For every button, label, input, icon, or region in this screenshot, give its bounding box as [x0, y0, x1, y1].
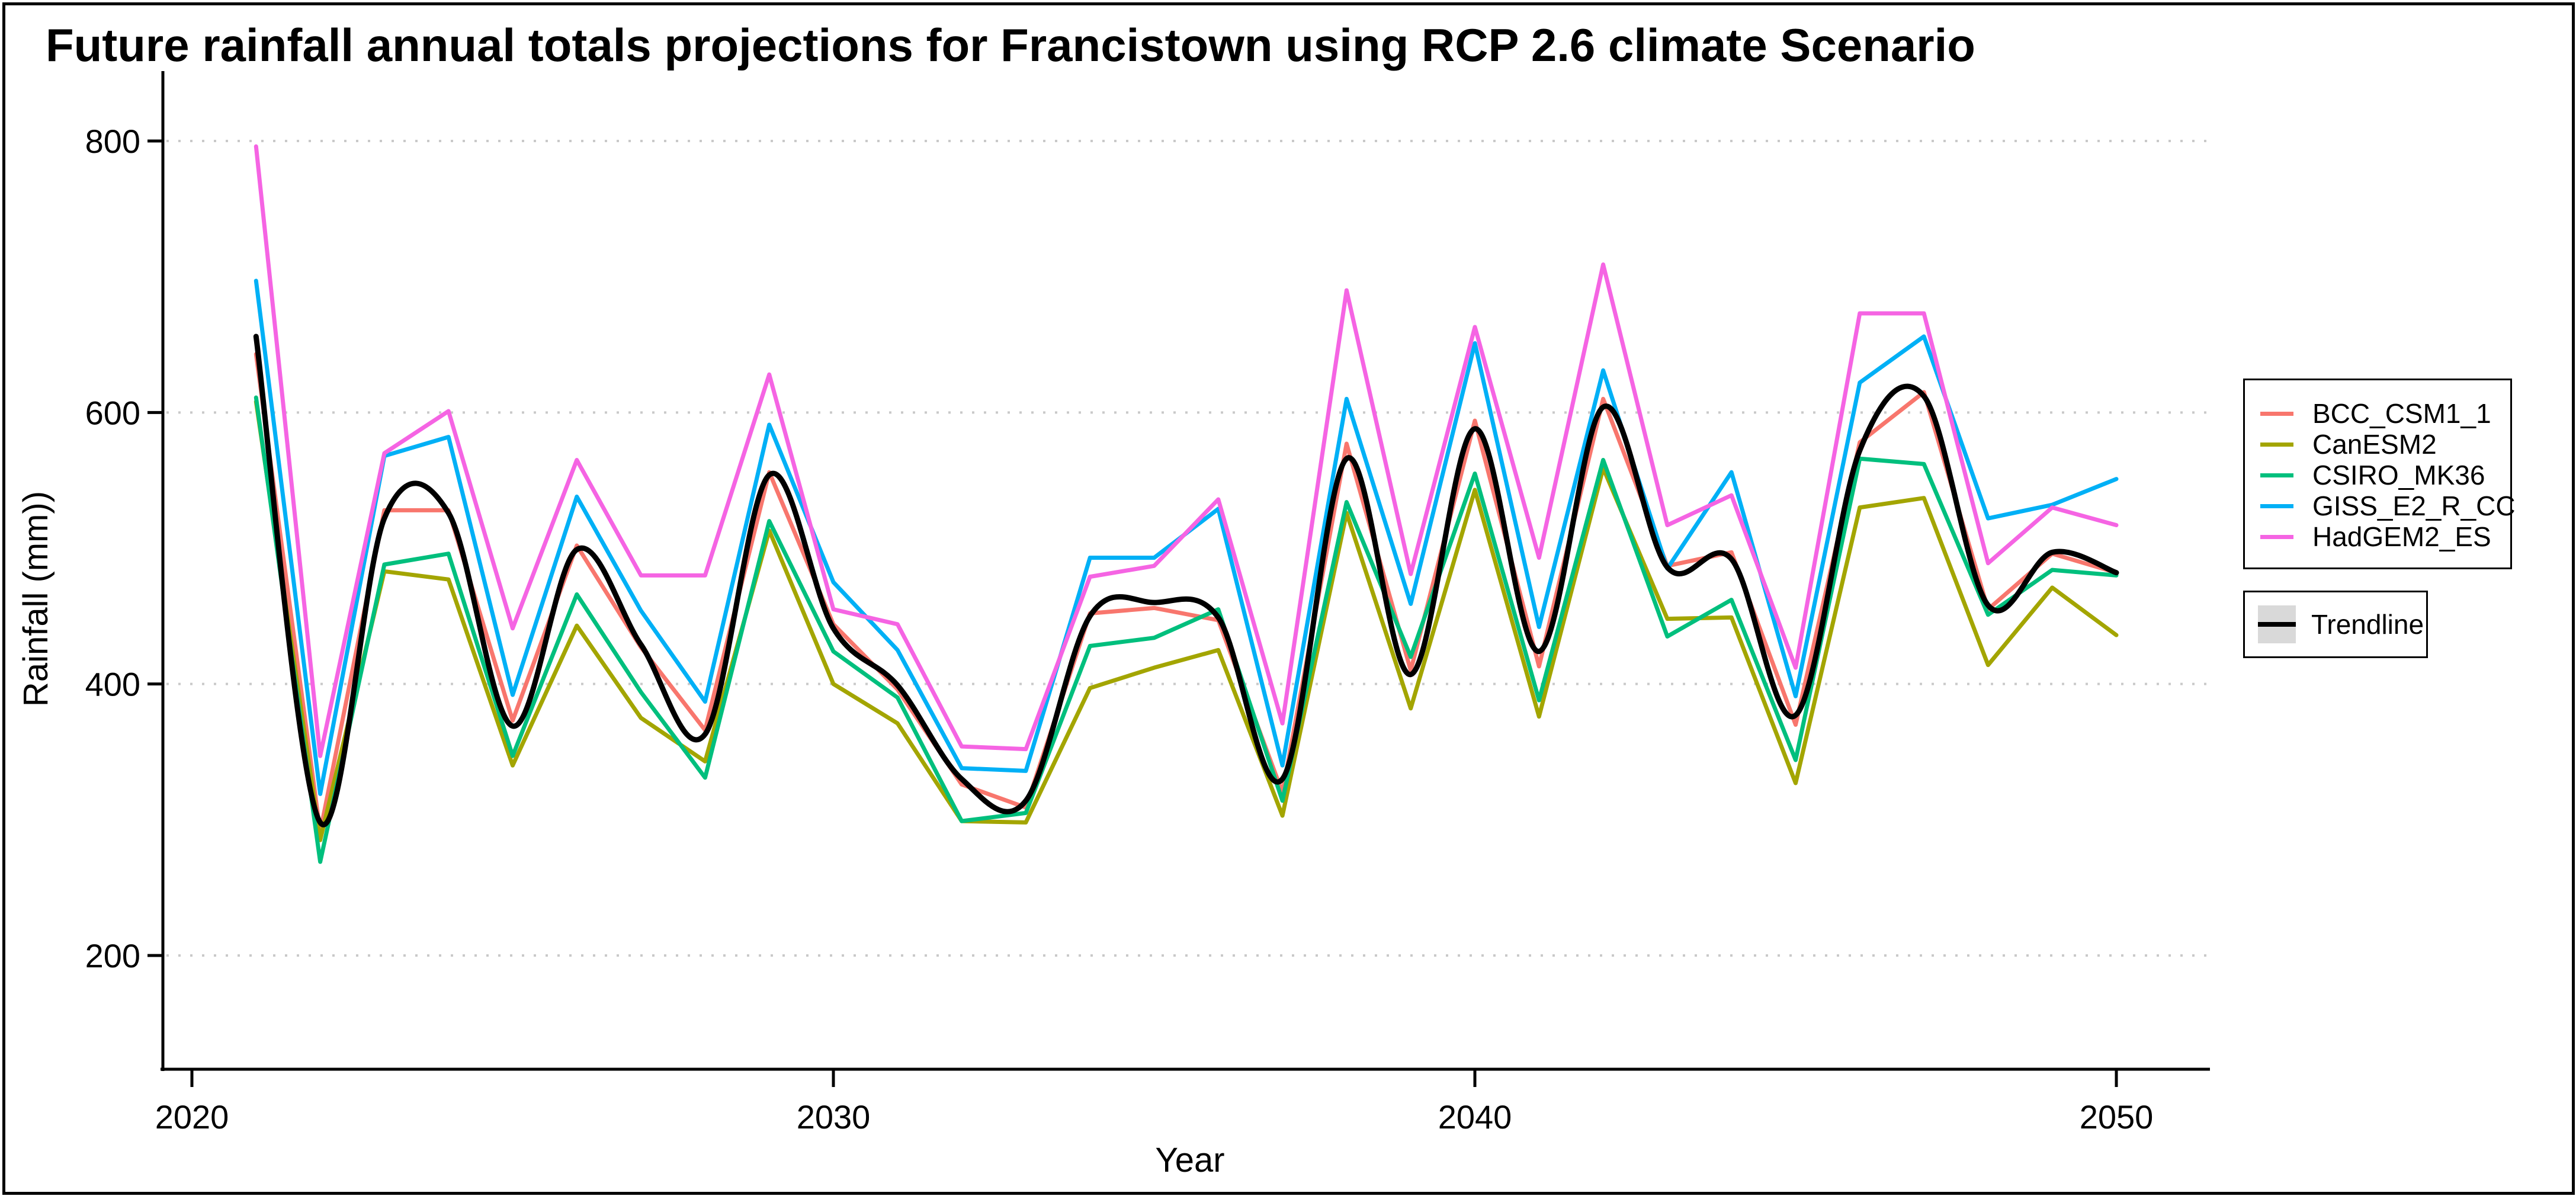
- legend-item-BCC_CSM1_1: BCC_CSM1_1: [2260, 398, 2510, 429]
- x-axis-title: Year: [1155, 1141, 1225, 1179]
- legend-label: HadGEM2_ES: [2312, 521, 2491, 552]
- page-title: Future rainfall annual totals projection…: [46, 19, 1975, 71]
- trendline-key-icon: [2258, 605, 2296, 643]
- y-tick-label-600: 600: [85, 394, 140, 431]
- legend-label: CanESM2: [2312, 429, 2437, 460]
- x-tick-label-2030: 2030: [797, 1098, 871, 1136]
- y-axis-title: Rainfall (mm)): [17, 490, 55, 707]
- legend-label: BCC_CSM1_1: [2312, 398, 2491, 429]
- series-line-HadGEM2_ES: [254, 144, 2119, 758]
- legend-item-CanESM2: CanESM2: [2260, 429, 2510, 460]
- legend-item-HadGEM2_ES: HadGEM2_ES: [2260, 521, 2510, 552]
- legend-item-GISS_E2_R_CC: GISS_E2_R_CC: [2260, 490, 2516, 521]
- series-line-CanESM2: [254, 399, 2119, 842]
- legend-key-icon-GISS_E2_R_CC: [2260, 504, 2293, 508]
- y-tick-label-200: 200: [85, 937, 140, 974]
- x-tick-label-2020: 2020: [155, 1098, 229, 1136]
- y-tick-label-800: 800: [85, 123, 140, 160]
- x-tick-label-2040: 2040: [1438, 1098, 1512, 1136]
- y-tick-label-400: 400: [85, 666, 140, 703]
- series-line-CSIRO_MK36: [254, 395, 2119, 864]
- legend-label: GISS_E2_R_CC: [2312, 490, 2516, 521]
- legend-key-icon-CanESM2: [2260, 442, 2293, 447]
- trendline-key-line: [2258, 622, 2296, 627]
- legend-key-icon-CSIRO_MK36: [2260, 473, 2293, 477]
- legend-item-CSIRO_MK36: CSIRO_MK36: [2260, 460, 2510, 490]
- plot-area: 200 400 600 800 2020 2030 2040 2050: [85, 71, 2210, 1136]
- legend-key-icon-BCC_CSM1_1: [2260, 411, 2293, 416]
- x-tick-label-2050: 2050: [2080, 1098, 2154, 1136]
- legend-trendline: Trendline: [2243, 591, 2428, 658]
- trendline-path: [253, 334, 2119, 828]
- legend-key-icon-HadGEM2_ES: [2260, 534, 2293, 539]
- legend-models: BCC_CSM1_1 CanESM2 CSIRO_MK36 GISS_E2_R_CC H…: [2243, 379, 2516, 569]
- legend-label: CSIRO_MK36: [2312, 460, 2485, 490]
- legend-trendline-label: Trendline: [2311, 609, 2424, 640]
